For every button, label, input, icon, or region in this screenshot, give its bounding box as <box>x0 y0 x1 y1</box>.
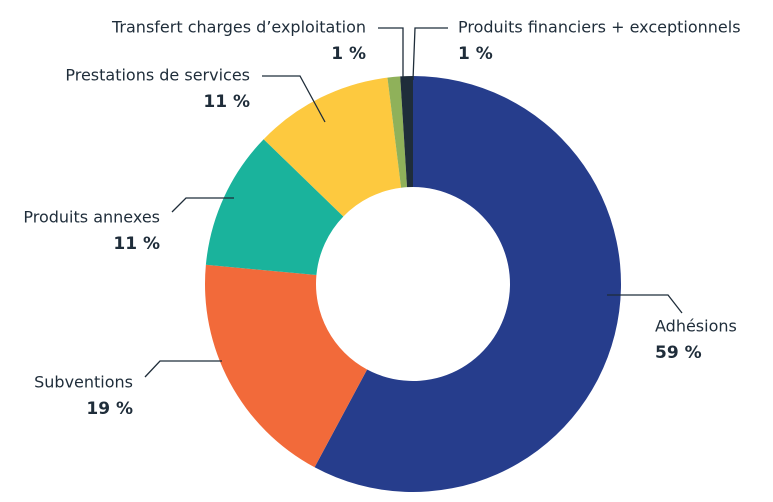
leader-line <box>262 75 326 123</box>
slice <box>314 76 621 492</box>
leader-line <box>412 27 448 81</box>
slice <box>205 139 344 276</box>
category-label: Produits annexes <box>23 208 160 227</box>
slice <box>387 76 408 188</box>
value-label: 1 % <box>331 44 366 64</box>
leader-line <box>378 27 404 83</box>
leader-line <box>171 197 234 213</box>
category-label: Produits financiers + exceptionnels <box>458 18 741 37</box>
category-label: Prestations de services <box>65 66 250 85</box>
slice <box>205 264 368 468</box>
slice <box>263 77 402 217</box>
leader-line <box>607 294 683 314</box>
category-label: Adhésions <box>655 317 737 336</box>
category-label: Transfert charges d’exploitation <box>111 18 366 37</box>
value-label: 11 % <box>113 234 160 254</box>
value-label: 1 % <box>458 44 493 64</box>
value-label: 59 % <box>655 343 702 363</box>
value-label: 11 % <box>203 92 250 112</box>
leader-line <box>144 360 222 378</box>
slice <box>400 76 413 188</box>
value-label: 19 % <box>86 399 133 419</box>
category-label: Subventions <box>34 373 133 392</box>
